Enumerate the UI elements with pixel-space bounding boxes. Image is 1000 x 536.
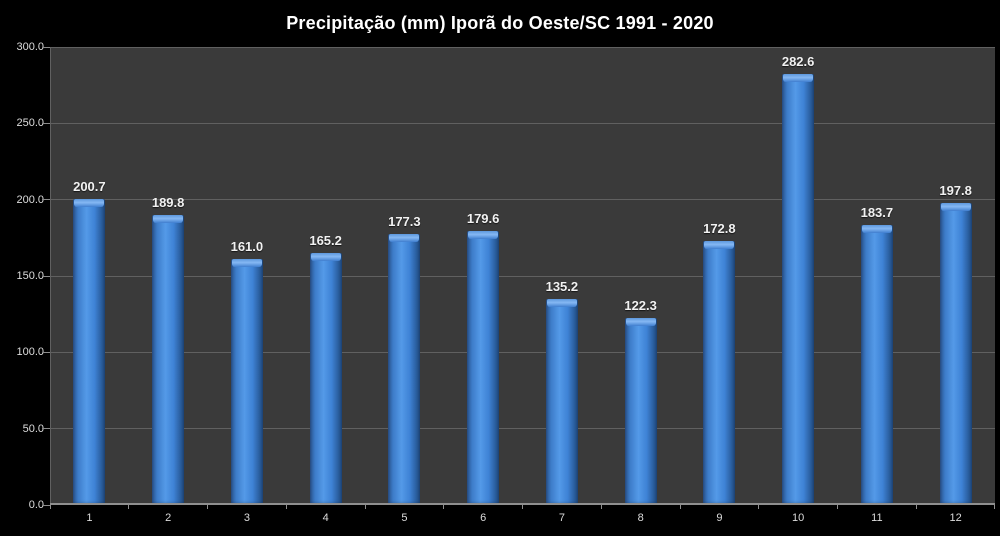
y-axis-tick: [42, 199, 50, 201]
x-axis-tick: [50, 505, 51, 509]
x-axis-label: 12: [949, 512, 962, 524]
bar-value-label: 189.8: [151, 195, 185, 211]
x-axis-label: 2: [165, 512, 172, 524]
gridline: [50, 275, 995, 277]
x-axis-tick: [285, 505, 287, 509]
plot-area: 200.7 1 189.8 2 161.0 3 165.2 4 177.3 5 179.6 6 135.…: [42, 47, 995, 524]
x-axis-tick: [600, 505, 602, 509]
x-axis-tick: [994, 505, 995, 509]
bar-value-label: 172.8: [703, 221, 736, 237]
x-axis-tick: [837, 505, 838, 509]
bar: [545, 298, 578, 505]
y-axis-label: 100.0: [16, 346, 44, 359]
y-axis-tick: [42, 122, 50, 124]
y-axis-label: 0.0: [28, 499, 44, 511]
x-axis-tick: [443, 505, 445, 509]
y-axis-tick: [42, 275, 50, 277]
gridline: [50, 199, 995, 201]
y-axis-label: 50.0: [22, 422, 44, 435]
bar-value-label: 177.3: [388, 214, 421, 230]
bar: [388, 234, 421, 505]
bar-value-label: 200.7: [73, 178, 106, 194]
bar-value-label: 197.8: [939, 183, 972, 199]
bar: [309, 252, 342, 505]
bar: [703, 241, 736, 505]
x-axis-label: 3: [243, 512, 250, 524]
bar: [624, 318, 657, 505]
x-axis-tick: [758, 505, 760, 509]
y-axis-label: 200.0: [16, 193, 44, 206]
bar: [939, 203, 972, 505]
bar: [230, 259, 263, 505]
y-axis-tick: [42, 47, 50, 48]
y-axis-label: 250.0: [16, 117, 44, 130]
bar-value-label: 282.6: [781, 53, 815, 69]
x-axis-label: 9: [716, 512, 723, 524]
bar-value-label: 165.2: [309, 232, 342, 248]
bar: [782, 73, 815, 505]
bar-value-label: 161.0: [230, 239, 264, 255]
y-axis-tick: [42, 428, 50, 430]
x-axis-tick: [364, 505, 366, 509]
gridline: [50, 47, 995, 48]
bar-value-label: 122.3: [624, 298, 657, 314]
x-axis-label: 7: [558, 512, 565, 524]
x-axis-tick: [915, 505, 917, 509]
x-axis-tick: [128, 505, 130, 509]
bar: [152, 215, 185, 505]
gridline: [50, 428, 995, 430]
bar-value-label: 135.2: [545, 278, 579, 294]
x-axis-label: 6: [480, 512, 487, 524]
chart-title: Precipitação (mm) Iporã do Oeste/SC 1991…: [286, 13, 714, 33]
x-axis-tick: [522, 505, 523, 509]
gridline: [50, 122, 995, 124]
gridline: [50, 351, 995, 353]
x-axis-label: 1: [86, 512, 93, 524]
x-axis-label: 4: [322, 512, 329, 524]
x-axis-label: 10: [792, 512, 805, 524]
x-axis-tick: [207, 505, 208, 509]
bar-value-label: 179.6: [466, 210, 500, 226]
x-axis-label: 11: [871, 512, 883, 524]
x-axis-tick: [679, 505, 681, 509]
y-axis-label: 150.0: [16, 270, 44, 282]
bar-value-label: 183.7: [860, 204, 894, 220]
x-axis-line: [50, 503, 995, 505]
bar: [73, 198, 106, 505]
y-axis-tick: [42, 351, 50, 353]
y-axis-label: 300.0: [16, 41, 44, 53]
bar: [467, 230, 500, 505]
x-axis-label: 8: [637, 512, 644, 524]
bar: [860, 224, 893, 505]
x-axis-label: 5: [401, 512, 408, 524]
y-axis-tick: [42, 504, 50, 506]
